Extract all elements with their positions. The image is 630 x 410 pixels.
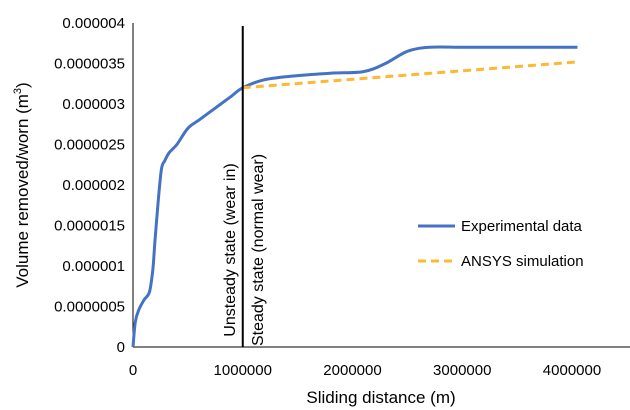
legend-label-ansys: ANSYS simulation bbox=[461, 253, 584, 270]
y-axis-title-superscript: 3 bbox=[12, 88, 24, 94]
y-tick-label: 0.0000025 bbox=[54, 137, 125, 154]
series-layer bbox=[131, 45, 578, 348]
steady-state-annotation: Steady state (normal wear) bbox=[250, 154, 267, 346]
unsteady-state-annotation: Unsteady state (wear in) bbox=[222, 163, 239, 336]
x-tick-labels: 0 1000000 2000000 3000000 4000000 bbox=[129, 362, 601, 379]
y-tick-labels: 0 0.0000005 0.000001 0.0000015 0.000002 0.000… bbox=[54, 15, 125, 356]
x-tick-label: 2000000 bbox=[323, 362, 381, 379]
legend: Experimental data ANSYS simulation bbox=[418, 218, 584, 270]
y-axis-title: Volume removed/worn (m3) bbox=[12, 82, 32, 287]
y-tick-label: 0.0000035 bbox=[54, 56, 125, 73]
x-tick-label: 4000000 bbox=[543, 362, 601, 379]
x-tick-label: 0 bbox=[129, 362, 137, 379]
y-tick-label: 0 bbox=[117, 339, 125, 356]
y-tick-label: 0.000003 bbox=[62, 96, 125, 113]
axes bbox=[132, 23, 630, 348]
y-tick-label: 0.000001 bbox=[62, 258, 125, 275]
y-tick-label: 0.000004 bbox=[62, 15, 125, 32]
y-tick-label: 0.000002 bbox=[62, 177, 125, 194]
x-tick-label: 1000000 bbox=[214, 362, 272, 379]
experimental-data-line bbox=[131, 45, 578, 348]
y-tick-label: 0.0000015 bbox=[54, 218, 125, 235]
x-tick-label: 3000000 bbox=[433, 362, 491, 379]
y-axis-title-main: Volume removed/worn (m bbox=[13, 94, 32, 288]
ansys-simulation-line bbox=[242, 60, 578, 90]
y-axis-title-close: ) bbox=[13, 82, 32, 88]
y-tick-label: 0.0000005 bbox=[54, 299, 125, 316]
legend-label-experimental: Experimental data bbox=[461, 218, 583, 235]
x-axis-title: Sliding distance (m) bbox=[306, 388, 455, 407]
